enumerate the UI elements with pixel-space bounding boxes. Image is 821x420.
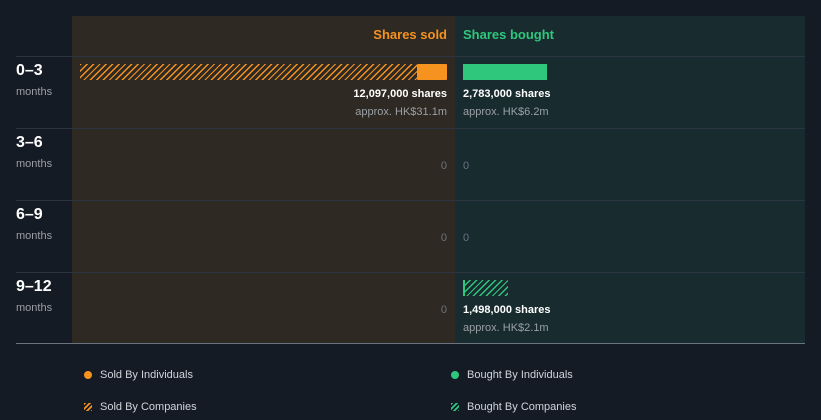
bought-zero-label: 0 bbox=[463, 232, 470, 244]
legend-bought-by-companies: Bought By Companies bbox=[467, 401, 577, 413]
bought-value-label: approx. HK$2.1m bbox=[463, 322, 549, 334]
legend-sold-by-companies: Sold By Companies bbox=[100, 401, 197, 413]
sold-shares-label: 12,097,000 shares bbox=[353, 88, 447, 100]
legend-dot-bought-individuals bbox=[451, 371, 459, 379]
sold-zero-label: 0 bbox=[440, 304, 447, 316]
bought-shares-label: 2,783,000 shares bbox=[463, 88, 551, 100]
sold-zero-label: 0 bbox=[440, 232, 447, 244]
bought-zero-label: 0 bbox=[463, 160, 470, 172]
period-label: 3–6 bbox=[16, 134, 43, 151]
row-separator bbox=[16, 56, 805, 57]
period-unit: months bbox=[16, 86, 53, 98]
period-label: 0–3 bbox=[16, 62, 43, 79]
bought-shares-label: 1,498,000 shares bbox=[463, 304, 551, 316]
legend-hatch-bought-companies bbox=[451, 403, 459, 411]
bought-value-label: approx. HK$6.2m bbox=[463, 106, 549, 118]
bar-sold-by-companies bbox=[80, 64, 417, 80]
sold-value-label: approx. HK$31.1m bbox=[355, 106, 447, 118]
sold-zero-label: 0 bbox=[440, 160, 447, 172]
period-unit: months bbox=[16, 230, 53, 242]
period-unit: months bbox=[16, 158, 53, 170]
row-separator bbox=[16, 128, 805, 129]
shares-bought-header: Shares bought bbox=[463, 27, 555, 42]
bar-bought-by-companies-edge bbox=[463, 280, 465, 296]
period-label: 6–9 bbox=[16, 206, 43, 223]
period-label: 9–12 bbox=[16, 278, 52, 295]
row-separator bbox=[16, 272, 805, 273]
bar-bought-by-individuals bbox=[463, 64, 548, 80]
legend-sold-by-individuals: Sold By Individuals bbox=[100, 369, 193, 381]
legend-hatch-sold-companies bbox=[84, 403, 92, 411]
bar-sold-by-individuals bbox=[416, 64, 447, 80]
period-unit: months bbox=[16, 302, 53, 314]
legend-dot-sold-individuals bbox=[84, 371, 92, 379]
chart-baseline bbox=[16, 343, 805, 344]
shares-sold-header: Shares sold bbox=[373, 27, 447, 42]
bar-bought-by-companies bbox=[463, 280, 509, 296]
row-separator bbox=[16, 200, 805, 201]
legend-bought-by-individuals: Bought By Individuals bbox=[467, 369, 573, 381]
